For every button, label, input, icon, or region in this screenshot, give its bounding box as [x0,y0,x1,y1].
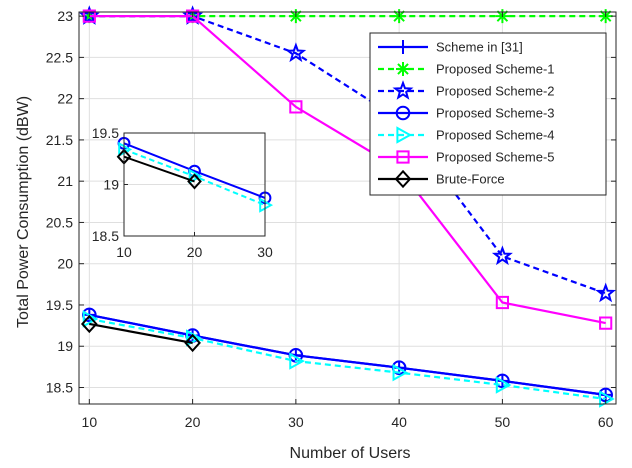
x-tick-label: 20 [185,414,201,430]
y-tick-label: 20.5 [46,214,73,230]
series-line [89,15,606,325]
legend-label: Proposed Scheme-5 [436,150,555,165]
legend-entry: Proposed Scheme-2 [378,80,555,100]
legend-label: Proposed Scheme-3 [436,106,555,121]
legend-entry: Brute-Force [378,169,505,189]
legend-entry: Proposed Scheme-1 [378,62,555,77]
main-axes: 10 20 30 40 50 60 18.5 19 19.5 20 20.5 21 21.5 22 22.5… [46,8,617,430]
series-point [82,9,96,23]
series-line [89,15,607,295]
series-point [392,363,409,382]
legend-marker [396,62,410,76]
plot-frame [78,11,617,405]
y-tick-label: 23 [57,8,73,24]
y-tick-label: 19 [57,338,73,354]
series-point [185,9,200,23]
y-tick-label: 19.5 [46,297,73,313]
series-point [599,316,613,330]
inset-series-point [118,141,133,158]
series-point [495,295,510,310]
series-point [82,310,99,328]
x-tick-label: 50 [495,414,511,430]
inset-y-tick-label: 19 [103,177,119,193]
y-tick-label: 20 [57,256,73,272]
y-tick-label: 21.5 [46,132,73,148]
legend-label: Proposed Scheme-4 [436,128,555,143]
x-tick-label: 40 [391,414,407,430]
y-tick-label: 22 [57,91,73,107]
legend-marker [396,40,410,54]
legend: Scheme in [31] Proposed Scheme-1 Proposed … [369,32,607,196]
legend-marker [396,126,413,144]
inset-series-2 [118,141,274,213]
legend-label: Brute-Force [436,172,505,187]
x-axis-label: Number of Users [290,445,411,462]
x-tick-label: 30 [288,414,304,430]
series-point [289,100,303,114]
y-tick-label: 21 [57,173,73,189]
inset-series-line [123,155,195,183]
series-point [495,376,512,394]
series-6 [82,9,613,330]
series-point [184,333,201,353]
series-point [185,329,202,347]
legend-entry: Scheme in [31] [378,40,523,55]
x-tick-label: 60 [598,414,614,430]
inset-series-line [123,142,266,199]
inset-x-tick-label: 20 [187,244,203,260]
legend-marker [392,80,414,100]
y-tick-label: 22.5 [46,49,73,65]
series-line [89,317,606,401]
series-7 [80,314,201,353]
series-point [491,245,513,266]
legend-entry: Proposed Scheme-5 [378,150,555,165]
inset-x-tick-label: 30 [257,244,273,260]
series-point [595,282,616,303]
legend-marker [395,105,411,121]
inset-y-tick-label: 19.5 [92,125,119,141]
series-line [89,322,193,344]
legend-label: Proposed Scheme-1 [436,62,555,77]
legend-label: Scheme in [31] [436,40,523,55]
series-point [599,390,615,408]
series-5 [82,310,615,408]
y-axis-label: Total Power Consumption (dBW) [15,96,32,328]
series-point [289,352,305,370]
inset-y-tick-label: 18.5 [92,228,119,244]
series-point [80,314,98,334]
x-tick-label: 10 [82,414,98,430]
inset-series-point [187,173,202,190]
legend-label: Proposed Scheme-2 [436,84,555,99]
legend-entry: Proposed Scheme-4 [378,126,555,144]
inset-series-line [123,148,266,207]
inset-chart: 10 20 30 18.5 19 19.5 [92,125,274,260]
series-line [89,313,606,396]
legend-marker [396,150,410,164]
series-point [285,42,307,63]
inset-series-point [188,168,203,184]
inset-x-tick-label: 10 [116,244,132,260]
legend-marker [394,169,412,189]
y-tick-label: 18.5 [46,379,73,395]
inset-series-point [259,197,274,213]
legend-entry: Proposed Scheme-3 [378,106,555,121]
